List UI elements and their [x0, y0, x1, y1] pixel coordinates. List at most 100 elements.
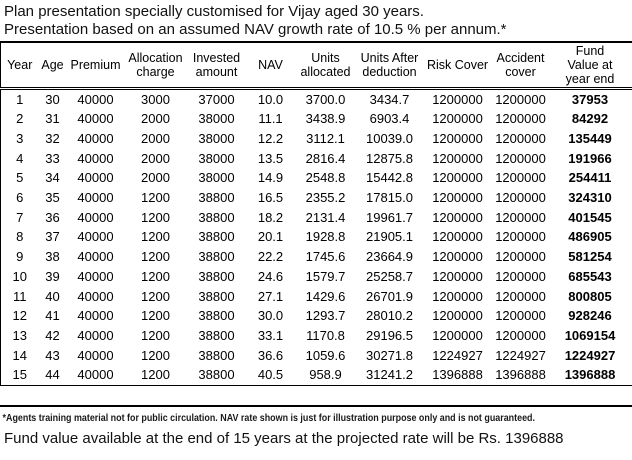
table-row: 4 33 40000 2000 38000 13.5 2816.4 12875.8 120000…	[1, 149, 632, 169]
table-cell: 1069154	[564, 327, 616, 343]
table-cell: 2355.2	[305, 190, 346, 206]
table-cell: 26701.9	[366, 288, 413, 304]
table-cell: 38000	[198, 111, 235, 127]
table-row: 11 40 40000 1200 38800 27.1 1429.6 26701.9 12000…	[1, 287, 632, 307]
table-row: 5 34 40000 2000 38000 14.9 2548.8 15442.8 120000…	[1, 168, 632, 188]
table-cell: 40000	[77, 190, 114, 206]
table-cell: 10.0	[257, 91, 284, 107]
table-row: 15 44 40000 1200 38800 40.5 958.9 31241.2 139688…	[0, 365, 632, 387]
table-cell: 13.5	[257, 150, 284, 166]
table-cell: 24.6	[257, 268, 284, 284]
title-line-2: Presentation based on an assumed NAV gro…	[4, 21, 507, 38]
table-cell: 1293.7	[305, 308, 346, 324]
table-cell: 1224927	[495, 347, 546, 363]
table-header: Year Age Premium Allocation charge Invested …	[0, 42, 632, 90]
table-cell: 1059.6	[305, 347, 346, 363]
table-cell: 135449	[568, 130, 612, 146]
title-line-1: Plan presentation specially customised f…	[4, 3, 424, 20]
document-page: Plan presentation specially customised f…	[0, 3, 632, 448]
table-row: 9 38 40000 1200 38800 22.2 1745.6 23664.9 120000…	[1, 247, 632, 267]
table-cell: 324310	[568, 190, 612, 206]
table-row: 6 35 40000 1200 38800 16.5 2355.2 17815.0 120000…	[1, 188, 632, 208]
table-row: 7 36 40000 1200 38800 18.2 2131.4 19961.7 120000…	[1, 208, 632, 228]
table-cell: 6903.4	[369, 111, 410, 127]
table-cell: 12.2	[257, 130, 284, 146]
table-cell: 3700.0	[305, 91, 346, 107]
table-cell: 33	[45, 150, 60, 166]
table-cell: 1200000	[432, 229, 483, 245]
table-cell: 38000	[198, 170, 235, 186]
table-cell: 1200000	[495, 190, 546, 206]
table-row: 14 43 40000 1200 38800 36.6 1059.6 30271.8 12249…	[1, 346, 632, 366]
table-cell: 1200	[141, 229, 170, 245]
table-cell: 19961.7	[366, 209, 413, 225]
table-cell: 1200000	[432, 130, 483, 146]
table-cell: 15442.8	[366, 170, 413, 186]
table-cell: 1200000	[495, 170, 546, 186]
table-cell: 40000	[66, 365, 125, 387]
table-cell: 40000	[77, 268, 114, 284]
table-cell: 38800	[198, 327, 235, 343]
table-cell: 1200000	[432, 268, 483, 284]
table-cell: 38800	[198, 249, 235, 265]
table-cell: 11.1	[258, 111, 283, 127]
table-cell: 3438.9	[305, 111, 346, 127]
table-cell: 37953	[571, 91, 609, 107]
table-cell: 84292	[571, 111, 609, 127]
fund-value-summary: Fund value available at the end of 15 ye…	[4, 430, 564, 448]
column-header: Premium	[66, 42, 125, 90]
table-cell: 40000	[77, 170, 114, 186]
table-cell: 1200000	[432, 91, 483, 107]
table-cell: 1200	[141, 249, 170, 265]
table-cell: 38800	[198, 229, 235, 245]
table-cell: 31	[45, 111, 60, 127]
table-cell: 40	[45, 288, 60, 304]
table-cell: 18.2	[257, 209, 284, 225]
table-cell: 12	[12, 308, 27, 324]
table-cell: 3	[16, 130, 24, 146]
table-cell: 5	[16, 170, 24, 186]
table-cell: 1200	[141, 308, 170, 324]
table-cell: 2000	[141, 170, 170, 186]
table-cell: 1200	[124, 365, 187, 387]
table-cell: 486905	[568, 229, 612, 245]
table-cell: 1396888	[548, 365, 632, 387]
table-cell: 38	[45, 249, 60, 265]
table-cell: 38800	[198, 190, 235, 206]
table-cell: 14.9	[257, 170, 284, 186]
table-cell: 1224927	[432, 347, 483, 363]
table-cell: 1396888	[422, 365, 493, 387]
column-header: Units allocated	[294, 42, 357, 90]
table-cell: 191966	[568, 150, 612, 166]
table-cell: 35	[45, 190, 60, 206]
table-cell: 13	[12, 327, 27, 343]
table-cell: 1200000	[432, 308, 483, 324]
table-cell: 40000	[77, 249, 114, 265]
table-cell: 1200000	[495, 268, 546, 284]
table-cell: 22.2	[257, 249, 284, 265]
table-row: 2 31 40000 2000 38000 11.1 3438.9 6903.4 1200000…	[1, 109, 632, 129]
table-cell: 16.5	[257, 190, 284, 206]
column-header: Allocation charge	[124, 42, 187, 90]
table-cell: 1200	[141, 288, 170, 304]
title-block: Plan presentation specially customised f…	[0, 3, 632, 39]
table-cell: 30271.8	[366, 347, 413, 363]
table-cell: 2816.4	[305, 150, 346, 166]
table-cell: 36	[45, 209, 60, 225]
table-cell: 1200000	[495, 327, 546, 343]
table-cell: 32	[45, 130, 60, 146]
column-header: Accident cover	[492, 42, 549, 90]
table-cell: 1200000	[495, 150, 546, 166]
table-cell: 40000	[77, 288, 114, 304]
table-cell: 40000	[77, 327, 114, 343]
table-cell: 1429.6	[305, 288, 346, 304]
table-cell: 10039.0	[366, 130, 413, 146]
table-cell: 685543	[568, 268, 612, 284]
table-cell: 581254	[568, 249, 612, 265]
table-cell: 38800	[198, 347, 235, 363]
table-cell: 33.1	[257, 327, 284, 343]
column-header: NAV	[246, 42, 295, 90]
table-cell: 1200000	[495, 91, 546, 107]
table-cell: 40000	[77, 229, 114, 245]
table-cell: 1200000	[432, 150, 483, 166]
